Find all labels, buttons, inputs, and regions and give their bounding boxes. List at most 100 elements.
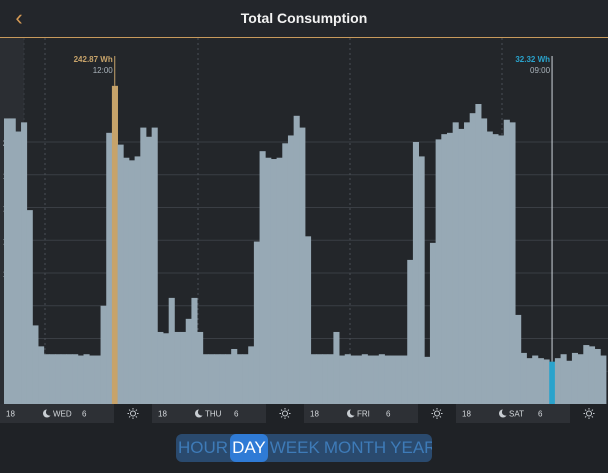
bar (276, 157, 283, 404)
bar (571, 352, 578, 404)
bar (259, 151, 266, 404)
sun-icon-ray (128, 415, 131, 418)
x-axis-day-segment (266, 404, 304, 423)
x-axis-day-label: SAT (509, 410, 524, 419)
x-axis-day-label: FRI (357, 410, 370, 419)
x-axis-hour-label: 6 (82, 410, 87, 419)
bar (424, 356, 431, 404)
sun-icon (279, 408, 291, 419)
bar (333, 331, 340, 404)
bar (446, 132, 454, 404)
bar (43, 354, 50, 404)
bar (390, 355, 397, 404)
bar (469, 113, 476, 405)
bar (197, 331, 204, 404)
x-axis-hour-label: 18 (462, 410, 471, 419)
bar (77, 355, 84, 404)
bar (26, 210, 33, 404)
period-day[interactable]: DAY (230, 434, 268, 462)
highlight-value-label: 32.32 Wh (515, 55, 550, 64)
sun-icon-ray (135, 415, 138, 418)
moon-icon-cut (501, 408, 510, 416)
bar (163, 333, 170, 404)
bar (350, 355, 357, 404)
bar (282, 143, 289, 404)
bar (242, 354, 249, 404)
period-week[interactable]: WEEK (269, 438, 320, 457)
sun-icon-core (434, 410, 440, 417)
x-axis-hour-label: 18 (158, 410, 167, 419)
bar (583, 345, 590, 404)
x-axis-day-segment (418, 404, 456, 423)
bar (429, 242, 437, 404)
sun-icon-core (130, 410, 136, 417)
sun-icon-ray (280, 415, 283, 418)
bar (248, 346, 255, 404)
x-axis-hour-label: 6 (234, 410, 239, 419)
bar (316, 354, 323, 404)
bar (168, 297, 175, 404)
bar (475, 104, 482, 404)
sun-icon-core (282, 410, 288, 417)
sun-icon (127, 408, 139, 419)
back-chevron-icon[interactable]: ‹ (15, 5, 23, 30)
bar (49, 354, 56, 404)
bar (225, 354, 232, 404)
sun-icon-ray (591, 409, 594, 412)
sun-icon-ray (591, 415, 594, 418)
bar (594, 348, 601, 404)
bar (441, 134, 448, 404)
bar (361, 354, 368, 404)
bar (327, 354, 334, 404)
bar (395, 355, 402, 404)
bar (435, 139, 442, 404)
sun-icon-ray (432, 409, 435, 412)
bar (117, 144, 124, 404)
highlight-time-label: 09:00 (530, 66, 551, 75)
sun-icon (431, 408, 443, 419)
bar (554, 358, 561, 404)
sun-icon-ray (287, 415, 290, 418)
bar (509, 122, 516, 404)
bar (322, 354, 329, 404)
bar (458, 128, 465, 404)
period-year[interactable]: YEAR (390, 438, 432, 457)
bar (100, 305, 107, 404)
x-axis-hour-label: 6 (538, 410, 543, 419)
bar (214, 354, 221, 404)
period-month[interactable]: MONTH (323, 438, 387, 457)
bar (66, 354, 73, 404)
bar (94, 355, 101, 404)
x-axis-hour-label: 6 (386, 410, 391, 419)
bar (219, 354, 226, 404)
bar (60, 354, 67, 404)
consumption-chart[interactable]: 255075100125150175200242.87 Wh12:0032.32… (0, 38, 608, 423)
highlight-time-label: 12:00 (93, 66, 114, 75)
bar (191, 297, 198, 404)
bar (174, 331, 181, 404)
bar (407, 259, 414, 404)
period-hour[interactable]: HOUR (178, 438, 229, 457)
bar (106, 132, 113, 404)
moon-icon (347, 408, 358, 418)
bar (367, 355, 374, 404)
sun-icon-ray (287, 409, 290, 412)
bar (384, 355, 391, 404)
bar (83, 354, 90, 404)
bar (299, 127, 306, 404)
x-axis-day-label: THU (205, 410, 222, 419)
bar (600, 355, 607, 404)
bar (128, 160, 136, 404)
bar (464, 122, 471, 404)
page-title: Total Consumption (240, 10, 368, 26)
bar (543, 359, 550, 404)
bar (231, 348, 238, 404)
bar (185, 318, 192, 404)
period-selector: HOUR DAY WEEK MONTH YEAR (176, 434, 432, 462)
bar (481, 118, 488, 405)
sun-icon-ray (584, 409, 587, 412)
bar (55, 354, 62, 404)
bar (356, 355, 363, 404)
bar (293, 115, 300, 405)
x-axis-hour-label: 18 (310, 410, 319, 419)
